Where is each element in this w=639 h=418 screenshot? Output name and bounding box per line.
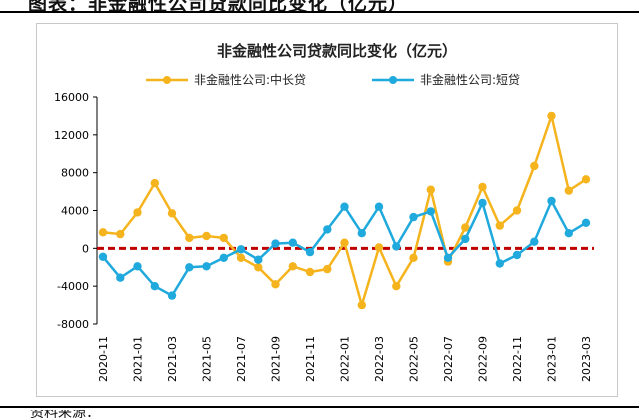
data-point — [547, 111, 556, 121]
x-tick-label: 2022-03 — [373, 336, 386, 382]
data-point — [305, 247, 315, 257]
series-layer — [98, 111, 591, 310]
data-point — [478, 182, 487, 192]
data-point — [150, 178, 159, 188]
page-header: 图表：非金融性公司贷款同比变化（亿元） — [0, 0, 639, 12]
data-point — [340, 202, 349, 211]
data-point — [288, 238, 297, 247]
data-point — [374, 243, 384, 252]
x-tick-label: 2022-05 — [408, 336, 421, 382]
data-point — [443, 253, 453, 262]
data-point — [236, 245, 246, 254]
data-point — [409, 253, 418, 262]
data-point — [374, 202, 384, 211]
data-point — [392, 242, 401, 251]
chart-title: 非金融性公司贷款同比变化（亿元） — [217, 42, 457, 60]
data-point — [254, 255, 263, 264]
y-tick-label: 0 — [82, 242, 89, 255]
data-point — [236, 253, 246, 262]
legend: 非金融性公司:中长贷 非金融性公司:短贷 — [146, 72, 520, 87]
data-point — [98, 252, 108, 261]
legend-marker-long-loans — [163, 76, 171, 84]
legend-label-short-loans: 非金融性公司:短贷 — [420, 72, 520, 87]
data-point — [98, 228, 108, 237]
legend-label-long-loans: 非金融性公司:中长贷 — [194, 72, 306, 87]
data-point — [426, 185, 435, 194]
data-point — [305, 267, 315, 277]
x-tick-label: 2022-01 — [339, 336, 352, 382]
x-tick-label: 2021-09 — [270, 336, 283, 382]
data-point — [133, 262, 142, 271]
y-tick-label: -4000 — [57, 280, 89, 293]
data-point — [392, 282, 401, 291]
data-point — [167, 209, 177, 218]
y-tick-label: -8000 — [57, 318, 89, 331]
x-tick-label: 2021-05 — [201, 336, 214, 382]
data-point — [461, 223, 470, 232]
y-tick-label: 8000 — [61, 167, 89, 180]
data-point — [340, 238, 349, 247]
data-point — [202, 231, 211, 241]
data-point — [116, 273, 125, 282]
x-tick-label: 2022-11 — [511, 336, 524, 382]
data-point — [581, 218, 591, 227]
data-point — [167, 291, 177, 300]
data-point — [564, 229, 573, 238]
data-point — [495, 259, 504, 268]
axes: 16000 12000 8000 4000 0 -4000 -8000 2020-11 2021… — [54, 91, 594, 382]
x-tick-label: 2021-01 — [132, 336, 145, 382]
y-tick-label: 16000 — [54, 91, 89, 104]
data-point — [581, 175, 591, 184]
y-tick-label: 12000 — [54, 129, 89, 142]
data-point — [254, 263, 263, 272]
data-point — [116, 229, 125, 239]
footer-snip: 资料来源： — [30, 410, 110, 418]
data-point — [219, 253, 228, 262]
x-tick-label: 2023-01 — [546, 336, 559, 382]
header-rule — [0, 11, 639, 13]
data-point — [547, 196, 556, 206]
data-point — [150, 282, 159, 291]
data-point — [478, 198, 487, 208]
data-point — [185, 263, 194, 272]
data-point — [495, 221, 504, 230]
data-point — [512, 206, 522, 215]
data-point — [323, 264, 332, 274]
x-tick-label: 2021-07 — [235, 336, 248, 382]
x-tick-label: 2020-11 — [97, 336, 110, 382]
data-point — [461, 234, 470, 244]
data-point — [185, 233, 194, 243]
data-point — [357, 300, 366, 310]
footer-snip-text: 资料来源： — [30, 410, 100, 418]
data-point — [323, 225, 332, 234]
data-point — [202, 262, 211, 271]
data-point — [288, 262, 297, 271]
data-point — [512, 250, 522, 260]
data-point — [530, 237, 539, 246]
footer-rule — [0, 406, 639, 408]
page-header-text: 图表：非金融性公司贷款同比变化（亿元） — [28, 0, 409, 12]
x-tick-label: 2023-03 — [580, 336, 593, 382]
data-point — [357, 229, 366, 238]
data-point — [219, 233, 228, 243]
x-tick-label: 2022-07 — [442, 336, 455, 382]
data-point — [426, 207, 435, 216]
x-tick-label: 2021-03 — [166, 336, 179, 382]
x-tick-label: 2021-11 — [304, 336, 317, 382]
legend-marker-short-loans — [389, 76, 397, 84]
data-point — [564, 186, 573, 195]
data-point — [409, 212, 418, 222]
y-tick-label: 4000 — [61, 205, 89, 218]
data-point — [271, 239, 280, 248]
data-point — [133, 208, 142, 217]
x-tick-label: 2022-09 — [477, 336, 490, 382]
data-point — [530, 161, 539, 171]
data-point — [271, 280, 280, 289]
